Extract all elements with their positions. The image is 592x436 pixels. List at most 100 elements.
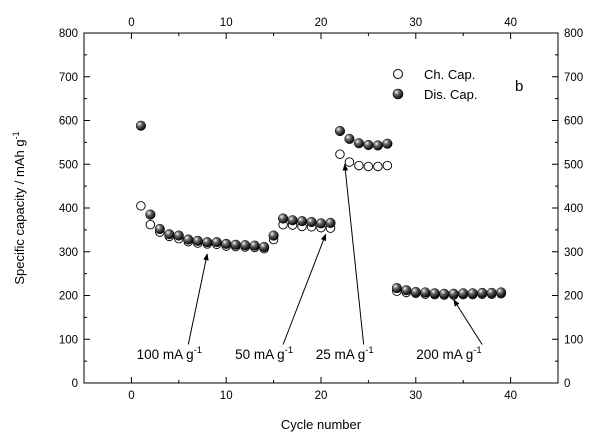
point-dis-cap [448, 288, 459, 299]
y-axis-title: Specific capacity / mAh g-1 [11, 131, 27, 284]
y-tick-label-left: 0 [72, 378, 78, 390]
point-dis-cap [296, 216, 308, 227]
point-dis-cap [173, 230, 184, 241]
legend-marker-ch-cap [393, 69, 403, 79]
y-tick-label-right: 500 [564, 159, 583, 171]
point-dis-cap [306, 216, 317, 228]
point-dis-cap [363, 139, 374, 151]
y-tick-label-right: 100 [564, 334, 583, 346]
point-dis-cap [496, 287, 507, 298]
x-tick-label-top: 0 [128, 17, 134, 29]
point-ch-cap [136, 201, 146, 211]
point-dis-cap [249, 240, 260, 251]
annotation-label: 100 mA g-1 [137, 345, 203, 362]
x-tick-label-top: 10 [220, 17, 233, 29]
annotation-sup: -1 [473, 345, 481, 356]
point-ch-cap [354, 160, 364, 171]
point-dis-cap [164, 229, 175, 240]
point-dis-cap [410, 286, 421, 298]
point-dis-cap [325, 217, 336, 228]
x-tick-label-bottom: 40 [504, 390, 517, 402]
x-tick-label-bottom: 20 [315, 390, 328, 402]
y-tick-label-right: 600 [564, 116, 583, 128]
point-dis-cap [439, 288, 450, 299]
x-axis-title: Cycle number [281, 417, 362, 432]
point-dis-cap [420, 287, 431, 298]
annotation-arrow [342, 163, 365, 345]
point-dis-cap [145, 209, 156, 220]
point-dis-cap [372, 140, 383, 151]
y-tick-label-left: 800 [59, 28, 78, 40]
point-dis-cap [477, 287, 488, 298]
x-tick-label-top: 40 [504, 17, 517, 29]
y-tick-label-right: 400 [564, 203, 583, 215]
point-dis-cap [183, 234, 194, 245]
legend-label-ch-cap: Ch. Cap. [424, 67, 475, 82]
point-dis-cap [391, 283, 402, 294]
annotation-text: 100 mA g [137, 347, 194, 362]
legend: Ch. Cap. Dis. Cap. [392, 67, 477, 102]
annotation-label: 200 mA g-1 [416, 345, 482, 362]
point-dis-cap [154, 223, 165, 235]
point-dis-cap [401, 285, 412, 296]
annotation-arrow [453, 299, 483, 345]
point-ch-cap [335, 149, 345, 159]
point-ch-cap [145, 219, 156, 230]
annotation-text: 200 mA g [416, 347, 473, 362]
x-tick-label-bottom: 30 [409, 390, 422, 402]
y-tick-label-left: 600 [59, 116, 78, 128]
series-dis-cap [135, 120, 507, 299]
data-marks [135, 120, 507, 300]
annotation-arrow [187, 253, 209, 345]
point-dis-cap [287, 215, 298, 226]
point-dis-cap [278, 213, 289, 224]
point-dis-cap [344, 133, 355, 144]
annotation-text: 25 mA g [316, 347, 366, 362]
point-dis-cap [135, 120, 146, 131]
point-ch-cap [344, 157, 355, 167]
annotation-label: 25 mA g-1 [316, 345, 374, 362]
point-dis-cap [353, 138, 364, 149]
point-dis-cap [467, 288, 478, 299]
point-dis-cap [192, 235, 203, 246]
y-tick-label-left: 300 [59, 247, 78, 259]
point-dis-cap [230, 239, 241, 250]
point-dis-cap [211, 237, 222, 248]
y-tick-label-left: 200 [59, 291, 78, 303]
x-tick-label-bottom: 10 [220, 390, 233, 402]
point-ch-cap [382, 160, 393, 171]
y-tick-label-left: 700 [59, 72, 78, 84]
point-ch-cap [373, 161, 383, 172]
y-axis-title-sup: -1 [11, 131, 21, 139]
x-tick-label-bottom: 0 [128, 390, 134, 402]
annotations: 100 mA g-1 50 mA g-1 25 mA g-1 200 mA g-1 [137, 163, 483, 362]
point-dis-cap [259, 241, 270, 252]
annotation-sup: -1 [285, 345, 293, 356]
y-tick-label-left: 100 [59, 334, 78, 346]
y-tick-label-right: 200 [564, 291, 583, 303]
point-dis-cap [268, 230, 279, 241]
y-tick-label-left: 500 [59, 159, 78, 171]
y-tick-label-right: 300 [564, 247, 583, 259]
legend-marker-dis-cap [392, 88, 404, 100]
x-tick-label-top: 20 [315, 17, 328, 29]
x-tick-label-top: 30 [409, 17, 422, 29]
point-dis-cap [382, 138, 393, 149]
annotation-sup: -1 [194, 345, 202, 356]
point-ch-cap [363, 161, 374, 172]
annotation-arrow [282, 233, 327, 345]
point-dis-cap [202, 237, 213, 248]
y-tick-label-right: 0 [564, 378, 570, 390]
annotation-text: 50 mA g [235, 347, 285, 362]
plot-frame [83, 32, 559, 384]
point-dis-cap [486, 287, 497, 298]
y-tick-label-left: 400 [59, 203, 78, 215]
point-dis-cap [315, 218, 327, 229]
y-tick-label-right: 800 [564, 28, 583, 40]
y-tick-label-right: 700 [564, 72, 583, 84]
y-axis-title-main: Specific capacity / mAh g [12, 139, 27, 284]
point-dis-cap [221, 238, 232, 249]
annotation-sup: -1 [365, 345, 373, 356]
